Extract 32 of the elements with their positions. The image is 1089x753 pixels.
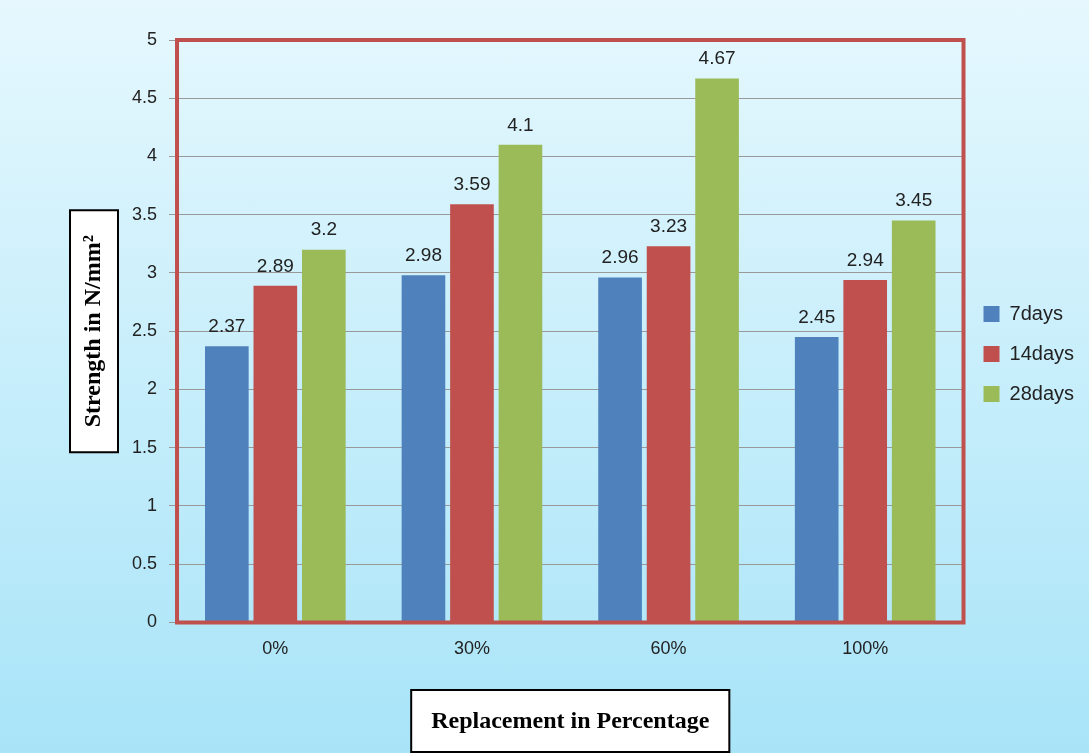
y-tick-label: 2.5 — [131, 320, 158, 341]
x-tick-label: 0% — [262, 638, 289, 659]
y-axis-title: Strength in N/mm² — [79, 235, 106, 428]
x-axis-title: Replacement in Percentage — [431, 707, 710, 734]
data-label: 3.2 — [310, 218, 338, 240]
legend-label: 14days — [1009, 341, 1075, 364]
y-tick-label: 3 — [147, 261, 158, 282]
data-label: 4.67 — [698, 47, 736, 69]
data-label: 2.94 — [846, 248, 885, 270]
y-tick-label: 5 — [147, 28, 158, 49]
legend-label: 7days — [1009, 301, 1063, 324]
y-tick-label: 3.5 — [131, 203, 158, 224]
data-label: 2.37 — [208, 315, 246, 337]
data-label: 2.45 — [798, 305, 836, 327]
data-label: 2.89 — [256, 254, 294, 276]
y-tick-label: 1.5 — [131, 436, 158, 457]
x-tick-label: 100% — [842, 638, 889, 659]
data-label: 4.1 — [507, 113, 534, 135]
y-tick-label: 1 — [147, 494, 158, 515]
y-tick-label: 0.5 — [131, 553, 158, 574]
data-label: 3.59 — [453, 172, 491, 194]
legend-label: 28days — [1009, 381, 1075, 404]
y-tick-label: 4.5 — [131, 87, 158, 108]
data-label: 2.96 — [601, 246, 639, 268]
y-tick-label: 4 — [147, 145, 158, 166]
y-tick-label: 2 — [147, 378, 158, 399]
data-label: 2.98 — [404, 244, 442, 266]
data-label: 3.45 — [895, 189, 933, 211]
x-tick-label: 60% — [650, 638, 687, 659]
y-tick-label: 0 — [147, 611, 158, 632]
x-tick-label: 30% — [453, 638, 490, 659]
data-label: 3.23 — [650, 214, 688, 236]
